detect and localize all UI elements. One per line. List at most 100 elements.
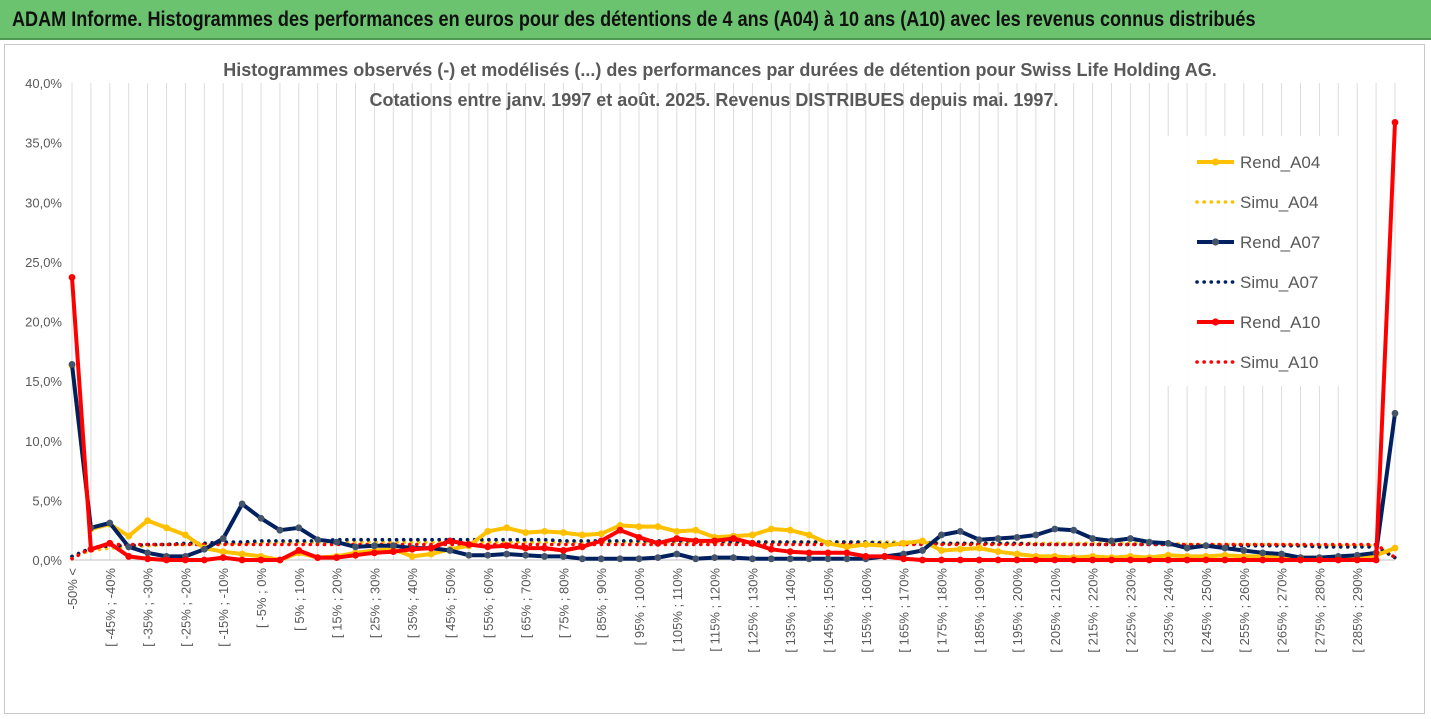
data-point (1164, 551, 1172, 559)
legend-item-simu-a10: Simu_A10 (1195, 353, 1318, 372)
data-point (276, 556, 284, 564)
data-point (1278, 550, 1285, 558)
data-point (956, 556, 964, 564)
data-point (1221, 544, 1229, 552)
data-point (427, 550, 435, 558)
data-point (1164, 539, 1172, 547)
data-point (333, 538, 340, 546)
data-point (786, 526, 794, 534)
y-tick-label: 35,0% (25, 136, 62, 151)
y-tick-label: 40,0% (25, 76, 62, 91)
data-point (106, 539, 114, 547)
data-point (144, 517, 152, 525)
report-banner: ADAM Informe. Histogrammes des performan… (0, 0, 1431, 40)
x-tick-label: [ 95% ; 100% (632, 568, 647, 646)
data-point (862, 553, 870, 560)
x-tick-label: [ 25% ; 30% (367, 568, 382, 639)
data-point (1297, 556, 1304, 564)
data-point (862, 541, 870, 548)
data-point (314, 554, 322, 562)
legend-marker (1211, 158, 1220, 166)
report-title: ADAM Informe. Histogrammes des performan… (12, 8, 1256, 31)
data-point (333, 554, 340, 562)
data-point (163, 524, 170, 532)
data-point (938, 556, 945, 564)
data-point (975, 544, 983, 552)
data-point (522, 529, 529, 536)
y-axis: 0,0% 5,0% 10,0% 15,0% 20,0% 25,0% 30,0% 35,0% 40… (25, 76, 62, 568)
data-point (1108, 537, 1115, 545)
data-point (1089, 556, 1096, 564)
legend-marker (1211, 318, 1220, 326)
data-point (68, 361, 76, 368)
data-point (900, 539, 907, 547)
data-point (956, 527, 964, 535)
data-point (749, 531, 756, 539)
data-point (541, 544, 548, 552)
data-point (144, 555, 152, 563)
y-tick-label: 10,0% (25, 434, 62, 449)
y-tick-label: 20,0% (25, 315, 62, 330)
data-point (767, 555, 775, 563)
data-point (711, 554, 718, 562)
data-point (767, 545, 775, 553)
data-point (938, 531, 945, 539)
data-point (616, 522, 624, 529)
data-point (749, 555, 756, 563)
data-point (1089, 535, 1096, 542)
data-point (1372, 556, 1380, 564)
data-point (1032, 556, 1040, 564)
data-point (1391, 118, 1399, 126)
data-point (503, 524, 511, 532)
data-point (219, 548, 227, 556)
data-point (1051, 556, 1059, 564)
data-point (389, 542, 397, 550)
data-point (805, 555, 813, 563)
data-point (881, 542, 889, 550)
data-point (597, 555, 605, 563)
data-point (68, 273, 76, 281)
x-tick-label: [ 185% ; 190% (972, 568, 987, 653)
data-point (125, 543, 133, 551)
x-tick-label: [ 225% ; 230% (1123, 568, 1138, 653)
x-tick-label: [ 35% ; 40% (405, 568, 420, 639)
chart-titles: Histogrammes observés (-) et modélisés (… (223, 60, 1217, 110)
x-tick-label: [ 105% ; 110% (670, 568, 685, 652)
x-tick-label: [ 85% ; 90% (594, 568, 609, 639)
x-tick-label: [ -35% ; -30% (141, 568, 156, 647)
x-tick-label: [ 75% ; 80% (556, 568, 571, 639)
data-point (87, 545, 95, 553)
data-point (1259, 549, 1267, 557)
data-point (1070, 526, 1078, 534)
x-tick-label: [ 265% ; 270% (1275, 568, 1290, 653)
data-point (408, 553, 416, 560)
data-point (560, 553, 567, 560)
data-point (238, 556, 246, 564)
data-point (1070, 556, 1078, 564)
data-point (1202, 542, 1210, 550)
x-tick-label: [ -25% ; -20% (178, 568, 193, 647)
data-point (1127, 556, 1134, 564)
data-point (1391, 544, 1399, 552)
x-tick-label: [ 135% ; 140% (783, 568, 798, 653)
data-point (1127, 535, 1134, 542)
data-point (843, 555, 851, 563)
data-point (371, 549, 378, 557)
data-point (465, 551, 473, 559)
data-point (843, 543, 851, 551)
x-tick-label: [ -5% ; 0% (254, 568, 269, 628)
x-tick-label: [ 215% ; 220% (1086, 568, 1101, 653)
data-point (692, 555, 700, 563)
data-point (484, 551, 492, 559)
data-point (371, 542, 378, 550)
data-point (900, 555, 907, 563)
y-tick-label: 0,0% (32, 553, 62, 568)
legend-label: Rend_A07 (1240, 233, 1320, 252)
data-point (900, 550, 907, 558)
data-point (673, 535, 681, 542)
data-point (182, 556, 189, 564)
data-point (805, 531, 813, 539)
x-tick-label: [ 145% ; 150% (821, 568, 836, 653)
series-line-simu-a04 (70, 540, 1397, 560)
data-point (805, 549, 813, 557)
